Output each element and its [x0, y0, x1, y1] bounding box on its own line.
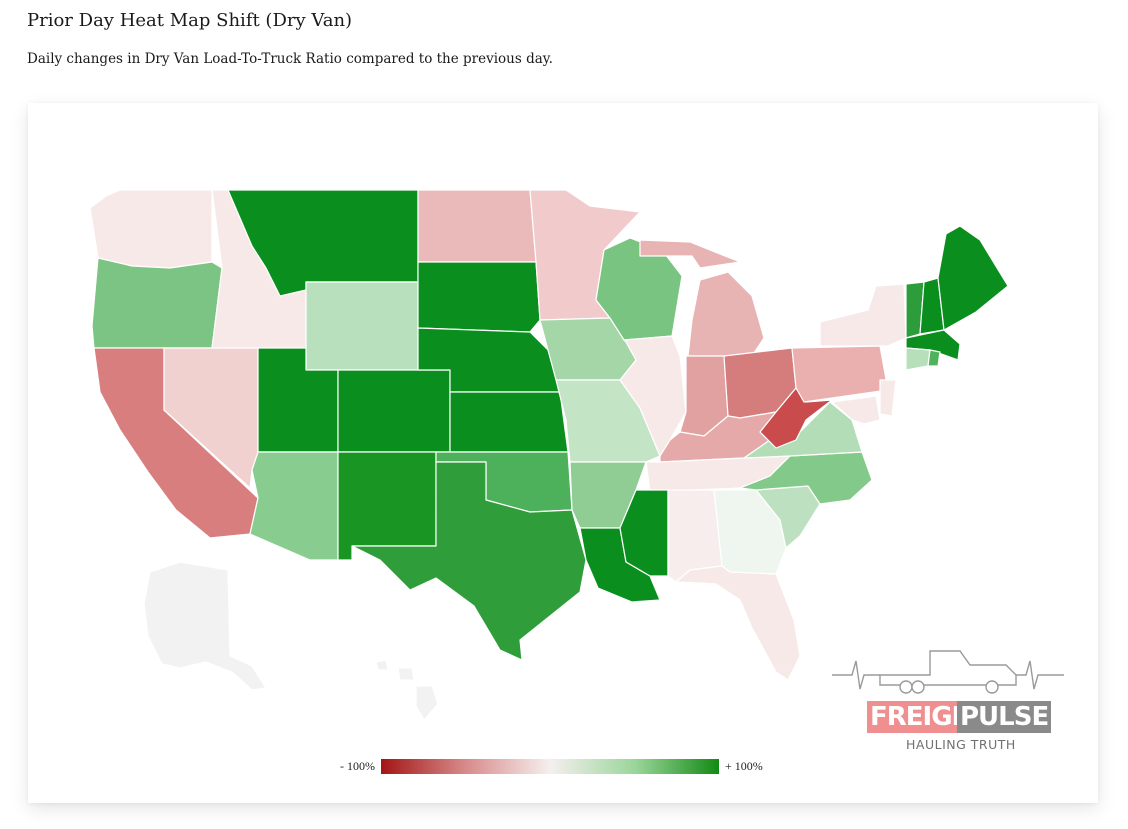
- page-title: Prior Day Heat Map Shift (Dry Van): [27, 10, 353, 31]
- state-tx[interactable]: [351, 461, 587, 661]
- freight-pulse-logo: FREIGHT PULSE HAULING TRUTH: [830, 639, 1066, 755]
- state-or[interactable]: [91, 257, 223, 349]
- logo-pulse-text: PULSE: [957, 701, 1052, 733]
- state-ak[interactable]: [143, 561, 267, 691]
- truck-heartbeat-icon: [832, 650, 1064, 694]
- state-ny[interactable]: [819, 283, 907, 347]
- state-me[interactable]: [937, 225, 1009, 331]
- state-ks[interactable]: [449, 391, 569, 453]
- state-wy[interactable]: [305, 281, 419, 371]
- state-mi[interactable]: [639, 239, 765, 357]
- state-nd[interactable]: [417, 189, 537, 263]
- state-md-de[interactable]: [831, 395, 881, 425]
- state-co[interactable]: [337, 369, 451, 453]
- map-card: FREIGHT PULSE HAULING TRUTH - 100% + 100…: [28, 103, 1098, 803]
- logo-tagline: HAULING TRUTH: [906, 737, 1016, 752]
- state-nc[interactable]: [739, 451, 873, 505]
- state-az[interactable]: [249, 451, 339, 561]
- legend-max-label: + 100%: [725, 758, 763, 773]
- legend-gradient-bar: [381, 758, 719, 774]
- state-pa[interactable]: [791, 345, 889, 403]
- state-wa[interactable]: [89, 189, 213, 269]
- state-hi[interactable]: [375, 659, 439, 721]
- state-ct[interactable]: [905, 347, 931, 371]
- state-nm[interactable]: [337, 451, 437, 561]
- page-subtitle: Daily changes in Dry Van Load-To-Truck R…: [27, 51, 553, 67]
- legend-min-label: - 100%: [340, 758, 375, 773]
- state-ri[interactable]: [927, 349, 941, 367]
- state-nj[interactable]: [879, 379, 897, 417]
- color-legend: - 100% + 100%: [340, 758, 763, 774]
- state-fl[interactable]: [675, 565, 801, 681]
- state-sd[interactable]: [417, 261, 541, 333]
- us-map: [89, 189, 1009, 721]
